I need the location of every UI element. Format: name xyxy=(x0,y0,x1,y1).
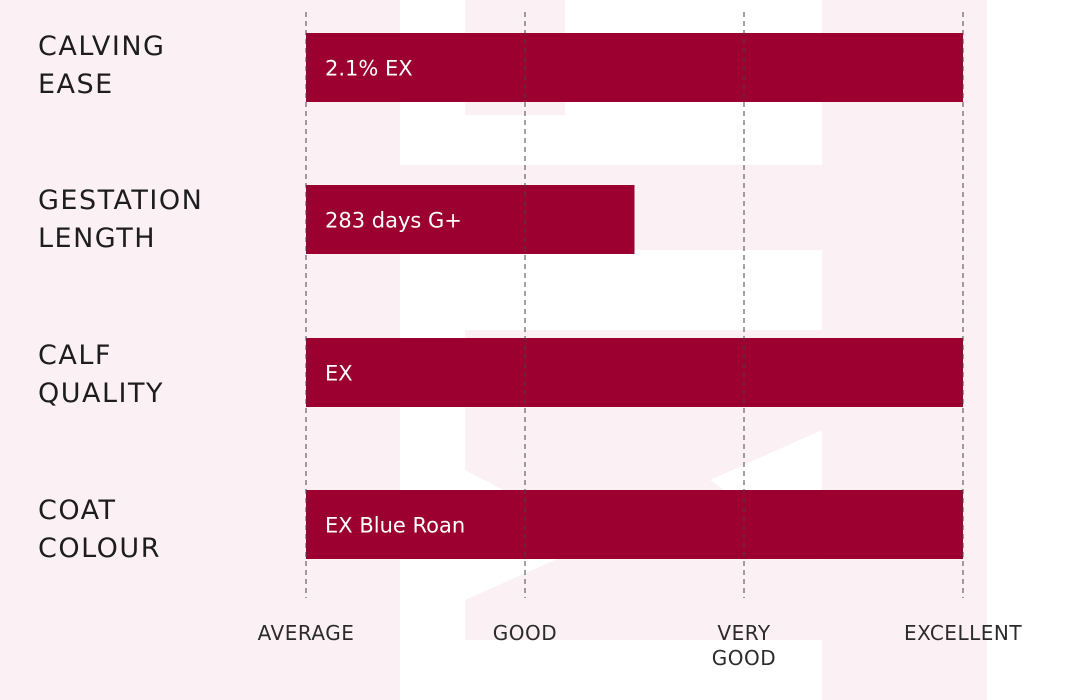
tick-label-2: VERY GOOD xyxy=(712,621,776,670)
category-label-line: COAT xyxy=(38,495,117,526)
category-label-line: COLOUR xyxy=(38,533,161,564)
category-label-line: LENGTH xyxy=(38,223,157,254)
gridlines-group xyxy=(305,12,964,598)
tick-label-line: GOOD xyxy=(493,621,557,645)
tick-label-1: GOOD xyxy=(493,621,557,645)
category-label-line: EASE xyxy=(38,69,114,100)
category-label-3: COAT COLOUR xyxy=(38,492,161,568)
tick-label-3: EXCELLENT xyxy=(904,621,1022,645)
bar-labels-group: 2.1% EX 283 days G+ EX EX Blue Roan xyxy=(325,57,465,538)
tick-label-0: AVERAGE xyxy=(258,621,355,645)
tick-label-line: AVERAGE xyxy=(258,621,355,645)
tick-label-line: VERY xyxy=(717,621,770,645)
bar-2 xyxy=(306,338,963,407)
bar-data-label-1: 283 days G+ xyxy=(325,209,462,233)
bar-1 xyxy=(306,185,635,254)
bar-0 xyxy=(306,33,963,102)
category-label-0: CALVING EASE xyxy=(38,28,165,104)
category-label-line: CALF xyxy=(38,340,112,371)
category-label-line: CALVING xyxy=(38,31,166,62)
tick-label-line: GOOD xyxy=(712,646,776,670)
bars-group xyxy=(306,33,963,559)
bar-3 xyxy=(306,490,963,559)
category-label-line: GESTATION xyxy=(38,185,204,216)
bar-data-label-3: EX Blue Roan xyxy=(325,514,465,538)
bar-data-label-2: EX xyxy=(325,362,353,386)
category-label-line: QUALITY xyxy=(38,378,164,409)
tick-label-line: EXCELLENT xyxy=(904,621,1022,645)
category-label-2: CALF QUALITY xyxy=(38,337,164,413)
category-label-1: GESTATION LENGTH xyxy=(38,182,203,258)
bar-data-label-0: 2.1% EX xyxy=(325,57,413,81)
